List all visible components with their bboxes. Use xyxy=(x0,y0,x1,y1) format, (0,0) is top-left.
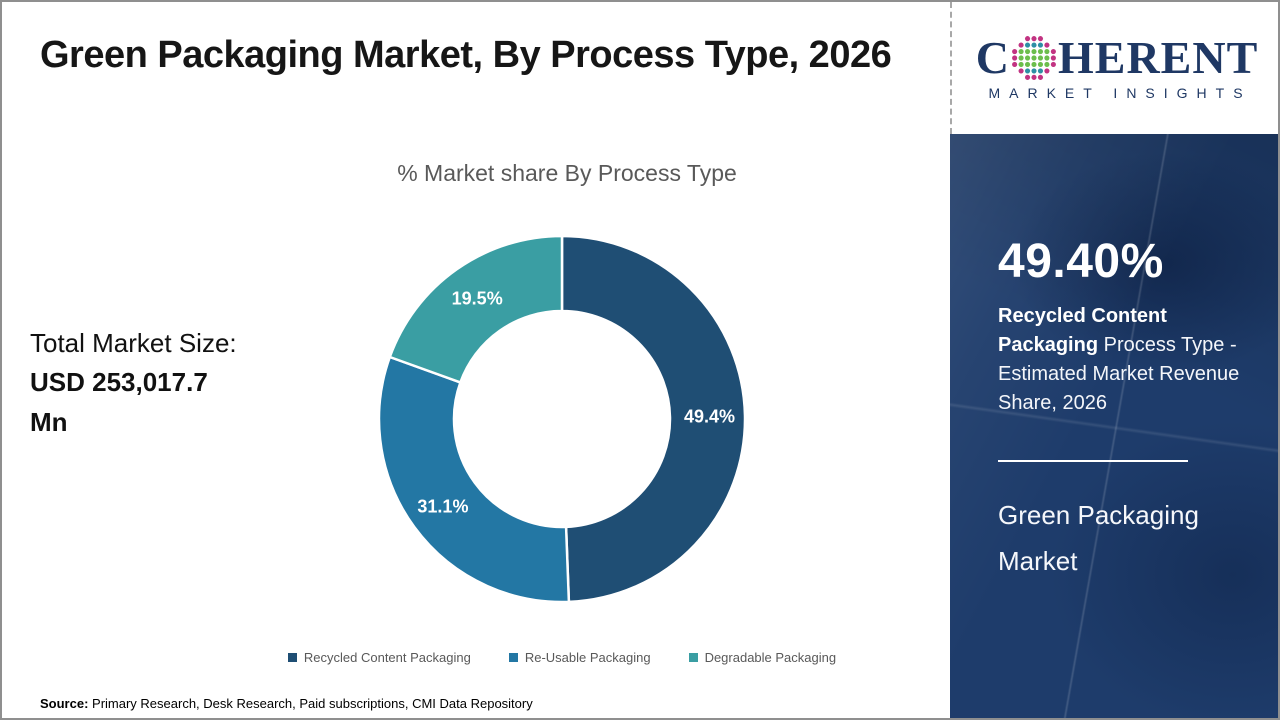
globe-dot xyxy=(1024,42,1031,48)
stat-description-rest: Process Type - Estimated Market Revenue … xyxy=(998,334,1240,414)
total-market-size-unit: Mn xyxy=(30,407,68,437)
globe-dot xyxy=(1024,61,1031,68)
globe-dot xyxy=(1018,61,1024,68)
logo-subtitle: MARKET INSIGHTS xyxy=(988,85,1252,101)
legend-label: Recycled Content Packaging xyxy=(303,650,471,665)
logo-letters-rest: HERENT xyxy=(1057,32,1259,83)
globe-dot xyxy=(1044,48,1050,55)
globe-dot xyxy=(1018,55,1024,61)
source-line: Source: Primary Research, Desk Research,… xyxy=(40,696,533,711)
stat-value: 49.40% xyxy=(998,235,1164,288)
legend-item: Re-Usable Packaging xyxy=(508,650,651,665)
globe-dot xyxy=(1044,42,1050,48)
source-text: Primary Research, Desk Research, Paid su… xyxy=(88,696,533,711)
donut-data-label: 49.4% xyxy=(684,407,735,427)
report-name: Green Packaging Market xyxy=(998,500,1199,576)
globe-dot xyxy=(1012,61,1018,68)
globe-dot xyxy=(1024,55,1031,61)
legend-label: Degradable Packaging xyxy=(704,650,837,665)
globe-dot xyxy=(1031,61,1037,68)
globe-dot xyxy=(1012,55,1018,61)
donut-segment-1 xyxy=(560,234,747,604)
globe-dot xyxy=(1031,48,1037,55)
total-market-size-value: USD 253,017.7 xyxy=(30,367,208,397)
globe-dot xyxy=(1037,74,1044,80)
donut-segment-3 xyxy=(388,234,564,384)
source-label: Source: xyxy=(40,696,89,711)
globe-dot xyxy=(1037,55,1044,61)
logo-letter-c: C xyxy=(975,32,1010,83)
globe-dot xyxy=(1031,36,1037,42)
legend-swatch xyxy=(688,653,698,662)
chart-title: % Market share By Process Type xyxy=(397,160,737,186)
logo-wordmark: C HERENT xyxy=(976,35,1259,81)
globe-dot xyxy=(1031,42,1037,48)
globe-dot xyxy=(1037,61,1044,68)
legend-label: Re-Usable Packaging xyxy=(524,650,651,665)
globe-dot xyxy=(1044,61,1050,68)
legend-swatch xyxy=(287,653,297,662)
globe-dot xyxy=(1031,68,1037,74)
stat-description-bold: Recycled Content Packaging xyxy=(998,305,1167,356)
donut-data-label: 19.5% xyxy=(452,289,503,309)
globe-dot xyxy=(1050,61,1056,68)
legend-item: Recycled Content Packaging xyxy=(287,650,471,665)
donut-segment-2 xyxy=(377,355,571,604)
globe-dot xyxy=(1037,36,1044,42)
chart-legend: Recycled Content Packaging Re-Usable Pack… xyxy=(172,650,952,665)
globe-dot xyxy=(1024,36,1031,42)
globe-dot xyxy=(1018,48,1024,55)
donut-data-label: 31.1% xyxy=(417,496,468,516)
globe-dot xyxy=(1044,68,1050,74)
globe-dot xyxy=(1024,74,1031,80)
total-market-size-block: Total Market Size: USD 253,017.7 Mn xyxy=(30,324,330,442)
globe-dot xyxy=(1018,42,1024,48)
globe-dot xyxy=(1024,48,1031,55)
globe-dot xyxy=(1037,48,1044,55)
total-market-size-label: Total Market Size: xyxy=(30,328,237,358)
globe-dot xyxy=(1050,48,1056,55)
globe-dot xyxy=(1031,74,1037,80)
brand-logo: C HERENT MARKET INSIGHTS xyxy=(950,2,1278,134)
sidebar-panel: 49.40% Recycled Content Packaging Proces… xyxy=(950,134,1278,718)
legend-item: Degradable Packaging xyxy=(688,650,837,665)
globe-dot xyxy=(1044,55,1050,61)
globe-dot xyxy=(1037,42,1044,48)
donut-chart: 49.4% 31.1% 19.5% xyxy=(372,229,752,609)
stat-description: Recycled Content Packaging Process Type … xyxy=(998,302,1250,418)
globe-dot xyxy=(1037,68,1044,74)
globe-dot xyxy=(1018,68,1024,74)
globe-icon xyxy=(1011,35,1057,81)
sidebar-divider xyxy=(998,460,1188,462)
page-title: Green Packaging Market, By Process Type,… xyxy=(40,34,892,76)
globe-dot xyxy=(1031,55,1037,61)
globe-dot xyxy=(1050,55,1056,61)
legend-swatch xyxy=(508,653,518,662)
globe-dot xyxy=(1024,68,1031,74)
globe-dot xyxy=(1012,48,1018,55)
